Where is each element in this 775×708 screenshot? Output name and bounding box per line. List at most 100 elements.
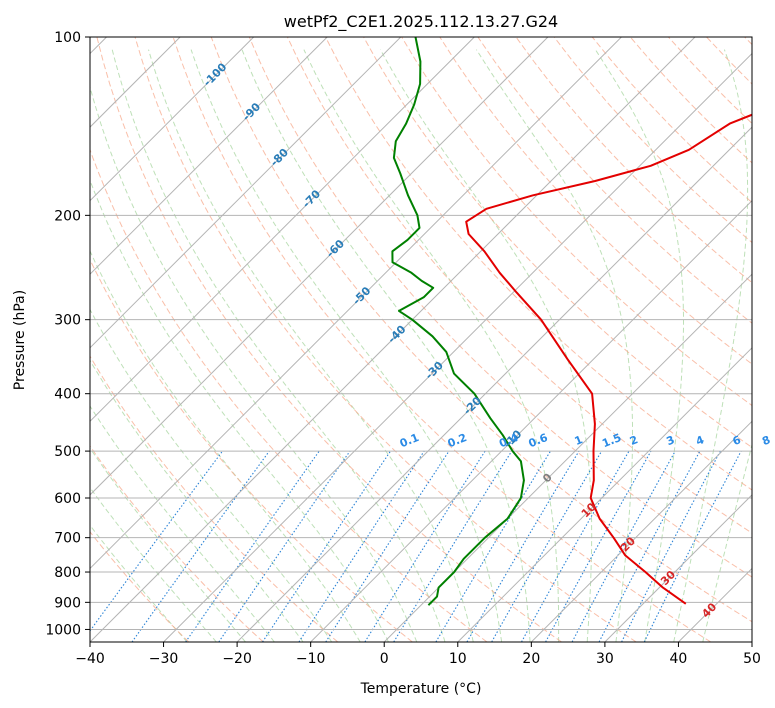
dry-adiabat (515, 37, 752, 284)
dry-adiabat (248, 37, 752, 578)
mixing-ratio-line (298, 450, 425, 642)
moist-adiabat (673, 49, 749, 642)
isotherm-label: -50 (350, 284, 373, 307)
isotherm-line (383, 273, 752, 642)
isotherm-line (310, 199, 752, 642)
mixing-ratio-line (435, 450, 551, 642)
dry-adiabat (706, 37, 752, 85)
x-tick-label: −10 (296, 651, 326, 667)
moist-adiabat (594, 49, 684, 642)
dry-adiabat (90, 258, 413, 642)
moist-adiabat (90, 85, 418, 642)
isotherm-line (90, 37, 328, 275)
dry-adiabat (90, 355, 339, 642)
isotherm-label: -90 (240, 100, 263, 123)
isotherm-line (90, 37, 549, 496)
moist-adiabat (90, 447, 246, 642)
isotherm-line (90, 37, 402, 349)
mixing-ratio-line (364, 450, 486, 642)
plot-frame (89, 36, 753, 643)
moist-adiabat (90, 486, 217, 642)
dry-adiabat (629, 37, 752, 164)
isotherm-label: -30 (423, 359, 446, 382)
dry-adiabat (90, 445, 264, 642)
isotherm-line (530, 420, 752, 642)
moist-adiabat (475, 49, 633, 642)
mixing-ratio-label: 4 (694, 433, 706, 448)
dry-adiabat (210, 37, 752, 623)
x-tick-label: 30 (596, 651, 614, 667)
isotherm-line (236, 126, 752, 642)
mixing-ratio-line (218, 450, 351, 642)
dry-adiabat (134, 37, 637, 642)
mixing-ratio-line (598, 450, 701, 642)
line-labels: -100-90-80-70-60-50-40-30-20-10010203040… (201, 60, 772, 620)
y-tick-label: 600 (54, 491, 81, 507)
isotherm-label: -70 (300, 187, 323, 210)
y-tick-label: 400 (54, 387, 81, 403)
moist-adiabat (148, 49, 474, 642)
moist-adiabat (190, 49, 503, 642)
isotherm-label: 0 (540, 471, 555, 486)
x-tick-label: 40 (670, 651, 688, 667)
moist-adiabat (90, 308, 333, 642)
mixing-ratio-line (262, 450, 391, 642)
dry-adiabat (401, 37, 752, 407)
mixing-ratio-label: 8 (760, 433, 772, 448)
y-axis-label: Pressure (hPa) (12, 290, 28, 390)
mixing-ratio-line (325, 450, 450, 642)
x-tick-label: 0 (380, 651, 389, 667)
mixing-ratio-label: 0.6 (527, 431, 550, 450)
x-tick-label: 50 (743, 651, 761, 667)
moist-adiabat (90, 359, 304, 642)
mixing-ratio-label: 2 (628, 433, 640, 448)
temperature-profile-line (465, 113, 752, 605)
mixing-ratio-line (621, 450, 721, 642)
background-lines (90, 37, 752, 642)
moist-adiabat (702, 442, 752, 642)
isotherm-line (163, 52, 752, 642)
mixing-ratio-line (90, 450, 223, 632)
y-tick-label: 100 (54, 30, 81, 46)
moist-adiabat (90, 405, 275, 642)
y-tick-label: 300 (54, 313, 81, 329)
y-tick-label: 200 (54, 208, 81, 224)
mixing-ratio-line (643, 450, 742, 642)
mixing-ratio-label: 0.2 (446, 431, 469, 450)
isotherm-line (457, 347, 752, 642)
isotherm-label: -80 (268, 146, 291, 169)
moist-adiabat (303, 49, 560, 642)
x-tick-label: −20 (222, 651, 252, 667)
dry-adiabat (90, 148, 488, 642)
mixing-ratio-label: 0.1 (398, 431, 421, 450)
dry-adiabat (439, 37, 752, 365)
y-tick-label: 1000 (45, 622, 81, 638)
mixing-ratio-label: 1.5 (600, 431, 623, 450)
isotherm-line (604, 494, 752, 642)
dry-adiabat (96, 37, 562, 642)
axis-ticks: −40 −30 −20 −10 0 10 20 30 40 5010020030040050060… (45, 30, 761, 667)
moist-adiabat (90, 249, 361, 642)
mixing-ratio-line (545, 450, 652, 642)
isotherm-line (90, 37, 255, 202)
isotherm-line (90, 37, 475, 423)
isotherm-line (90, 37, 622, 570)
mixing-ratio-label: 1 (573, 433, 585, 448)
profile-lines (391, 37, 752, 606)
isotherm-label: -20 (461, 394, 484, 417)
x-axis-label: Temperature (°C) (360, 681, 482, 697)
y-tick-label: 800 (54, 565, 81, 581)
moist-adiabat (90, 179, 389, 642)
mixing-ratio-line (131, 450, 270, 642)
mixing-ratio-line (185, 450, 320, 642)
moist-adiabat (379, 49, 593, 642)
isotherm-line (751, 641, 752, 642)
dry-adiabat (90, 531, 190, 642)
y-tick-label: 500 (54, 444, 81, 460)
chart-title: wetPf2_C2E1.2025.112.13.27.G24 (284, 12, 558, 32)
y-tick-label: 900 (54, 595, 81, 611)
moist-adiabat (111, 49, 446, 642)
mixing-ratio-line (571, 450, 676, 642)
x-tick-label: −30 (149, 651, 179, 667)
